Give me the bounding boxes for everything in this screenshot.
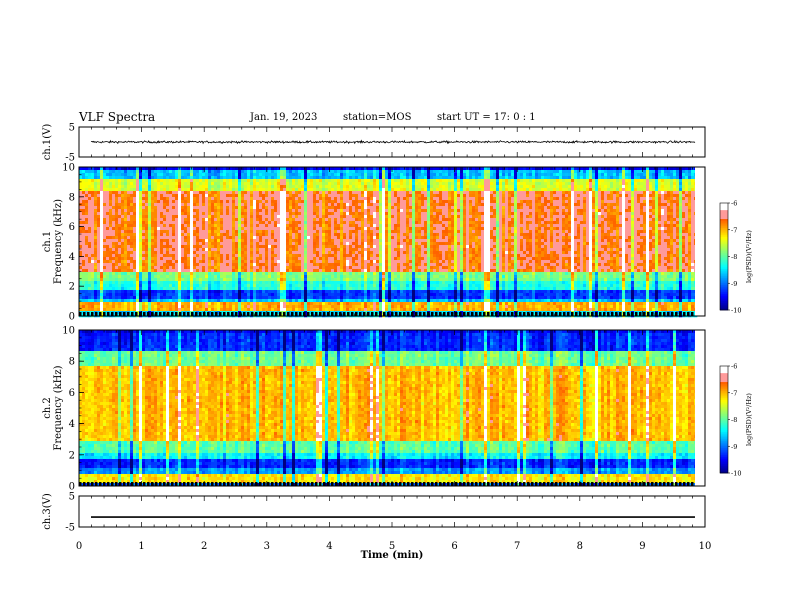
- ch2-colorbar-label: log(PSD)(V²/Hz): [745, 393, 753, 446]
- time-tick-label: 8: [577, 541, 583, 552]
- time-tick-label: 9: [639, 541, 645, 552]
- ch1-freq-tick-label: 6: [69, 222, 75, 233]
- ch2-freq-tick-label: 10: [62, 326, 75, 337]
- ch1-colorbar-tick-label: -8: [731, 253, 737, 261]
- time-tick-label: 7: [514, 541, 520, 552]
- ch2-colorbar-tick-label: -9: [731, 443, 737, 451]
- ch2-colorbar-tick-label: -10: [731, 470, 741, 478]
- ch1-freq-tick-label: 8: [69, 192, 75, 203]
- time-tick-label: 10: [699, 541, 712, 552]
- ch1-spectrogram-image: [79, 167, 705, 317]
- ch2-freq-tick-label: 2: [69, 450, 75, 461]
- ch1-freq-tick-label: 0: [69, 312, 75, 323]
- ch1-freq-ylabel: ch.1Frequency (kHz): [42, 199, 64, 284]
- ch1-colorbar-tick-label: -6: [731, 200, 737, 208]
- ch2-colorbar-tick-label: -8: [731, 416, 737, 424]
- ch1-ytick-label: 5: [69, 123, 75, 134]
- time-axis-label: Time (min): [361, 550, 424, 561]
- ch2-freq-tick-label: 4: [69, 419, 75, 430]
- ch2-colorbar: -6 -7 -8 -9 -10 log(PSD)(V²/Hz): [720, 363, 753, 478]
- time-tick-label: 0: [76, 541, 82, 552]
- time-tick-label: 4: [326, 541, 332, 552]
- time-tick-label: 3: [264, 541, 270, 552]
- time-tick-label: 1: [138, 541, 144, 552]
- ch1-freq-tick-label: 4: [69, 252, 75, 263]
- ch3-ytick-label: 5: [69, 492, 75, 503]
- ch1-colorbar-tick-label: -10: [731, 307, 741, 315]
- ch1-colorbar: -6 -7 -8 -9 -10 log(PSD)(V²/Hz): [720, 200, 753, 315]
- ch3-ylabel: ch.3(V): [42, 493, 53, 530]
- ch2-colorbar-tick-label: -7: [731, 389, 737, 397]
- ch3-ytick-label: -5: [65, 523, 75, 534]
- ch2-spectrogram-image: [79, 330, 705, 486]
- time-tick-label: 2: [201, 541, 207, 552]
- ch1-freq-tick-label: 10: [62, 163, 75, 174]
- ch1-freq-tick-label: 2: [69, 282, 75, 293]
- ch1-colorbar-tick-label: -9: [731, 280, 737, 288]
- time-tick-label: 6: [451, 541, 457, 552]
- ch2-colorbar-tick-label: -6: [731, 363, 737, 371]
- ch2-freq-tick-label: 8: [69, 357, 75, 368]
- ch1-colorbar-tick-label: -7: [731, 226, 737, 234]
- ch2-freq-ylabel: ch.2Frequency (kHz): [42, 365, 64, 450]
- ch1-colorbar-label: log(PSD)(V²/Hz): [745, 230, 753, 283]
- ch2-freq-tick-label: 6: [69, 388, 75, 399]
- ch1-ylabel: ch.1(V): [42, 124, 53, 161]
